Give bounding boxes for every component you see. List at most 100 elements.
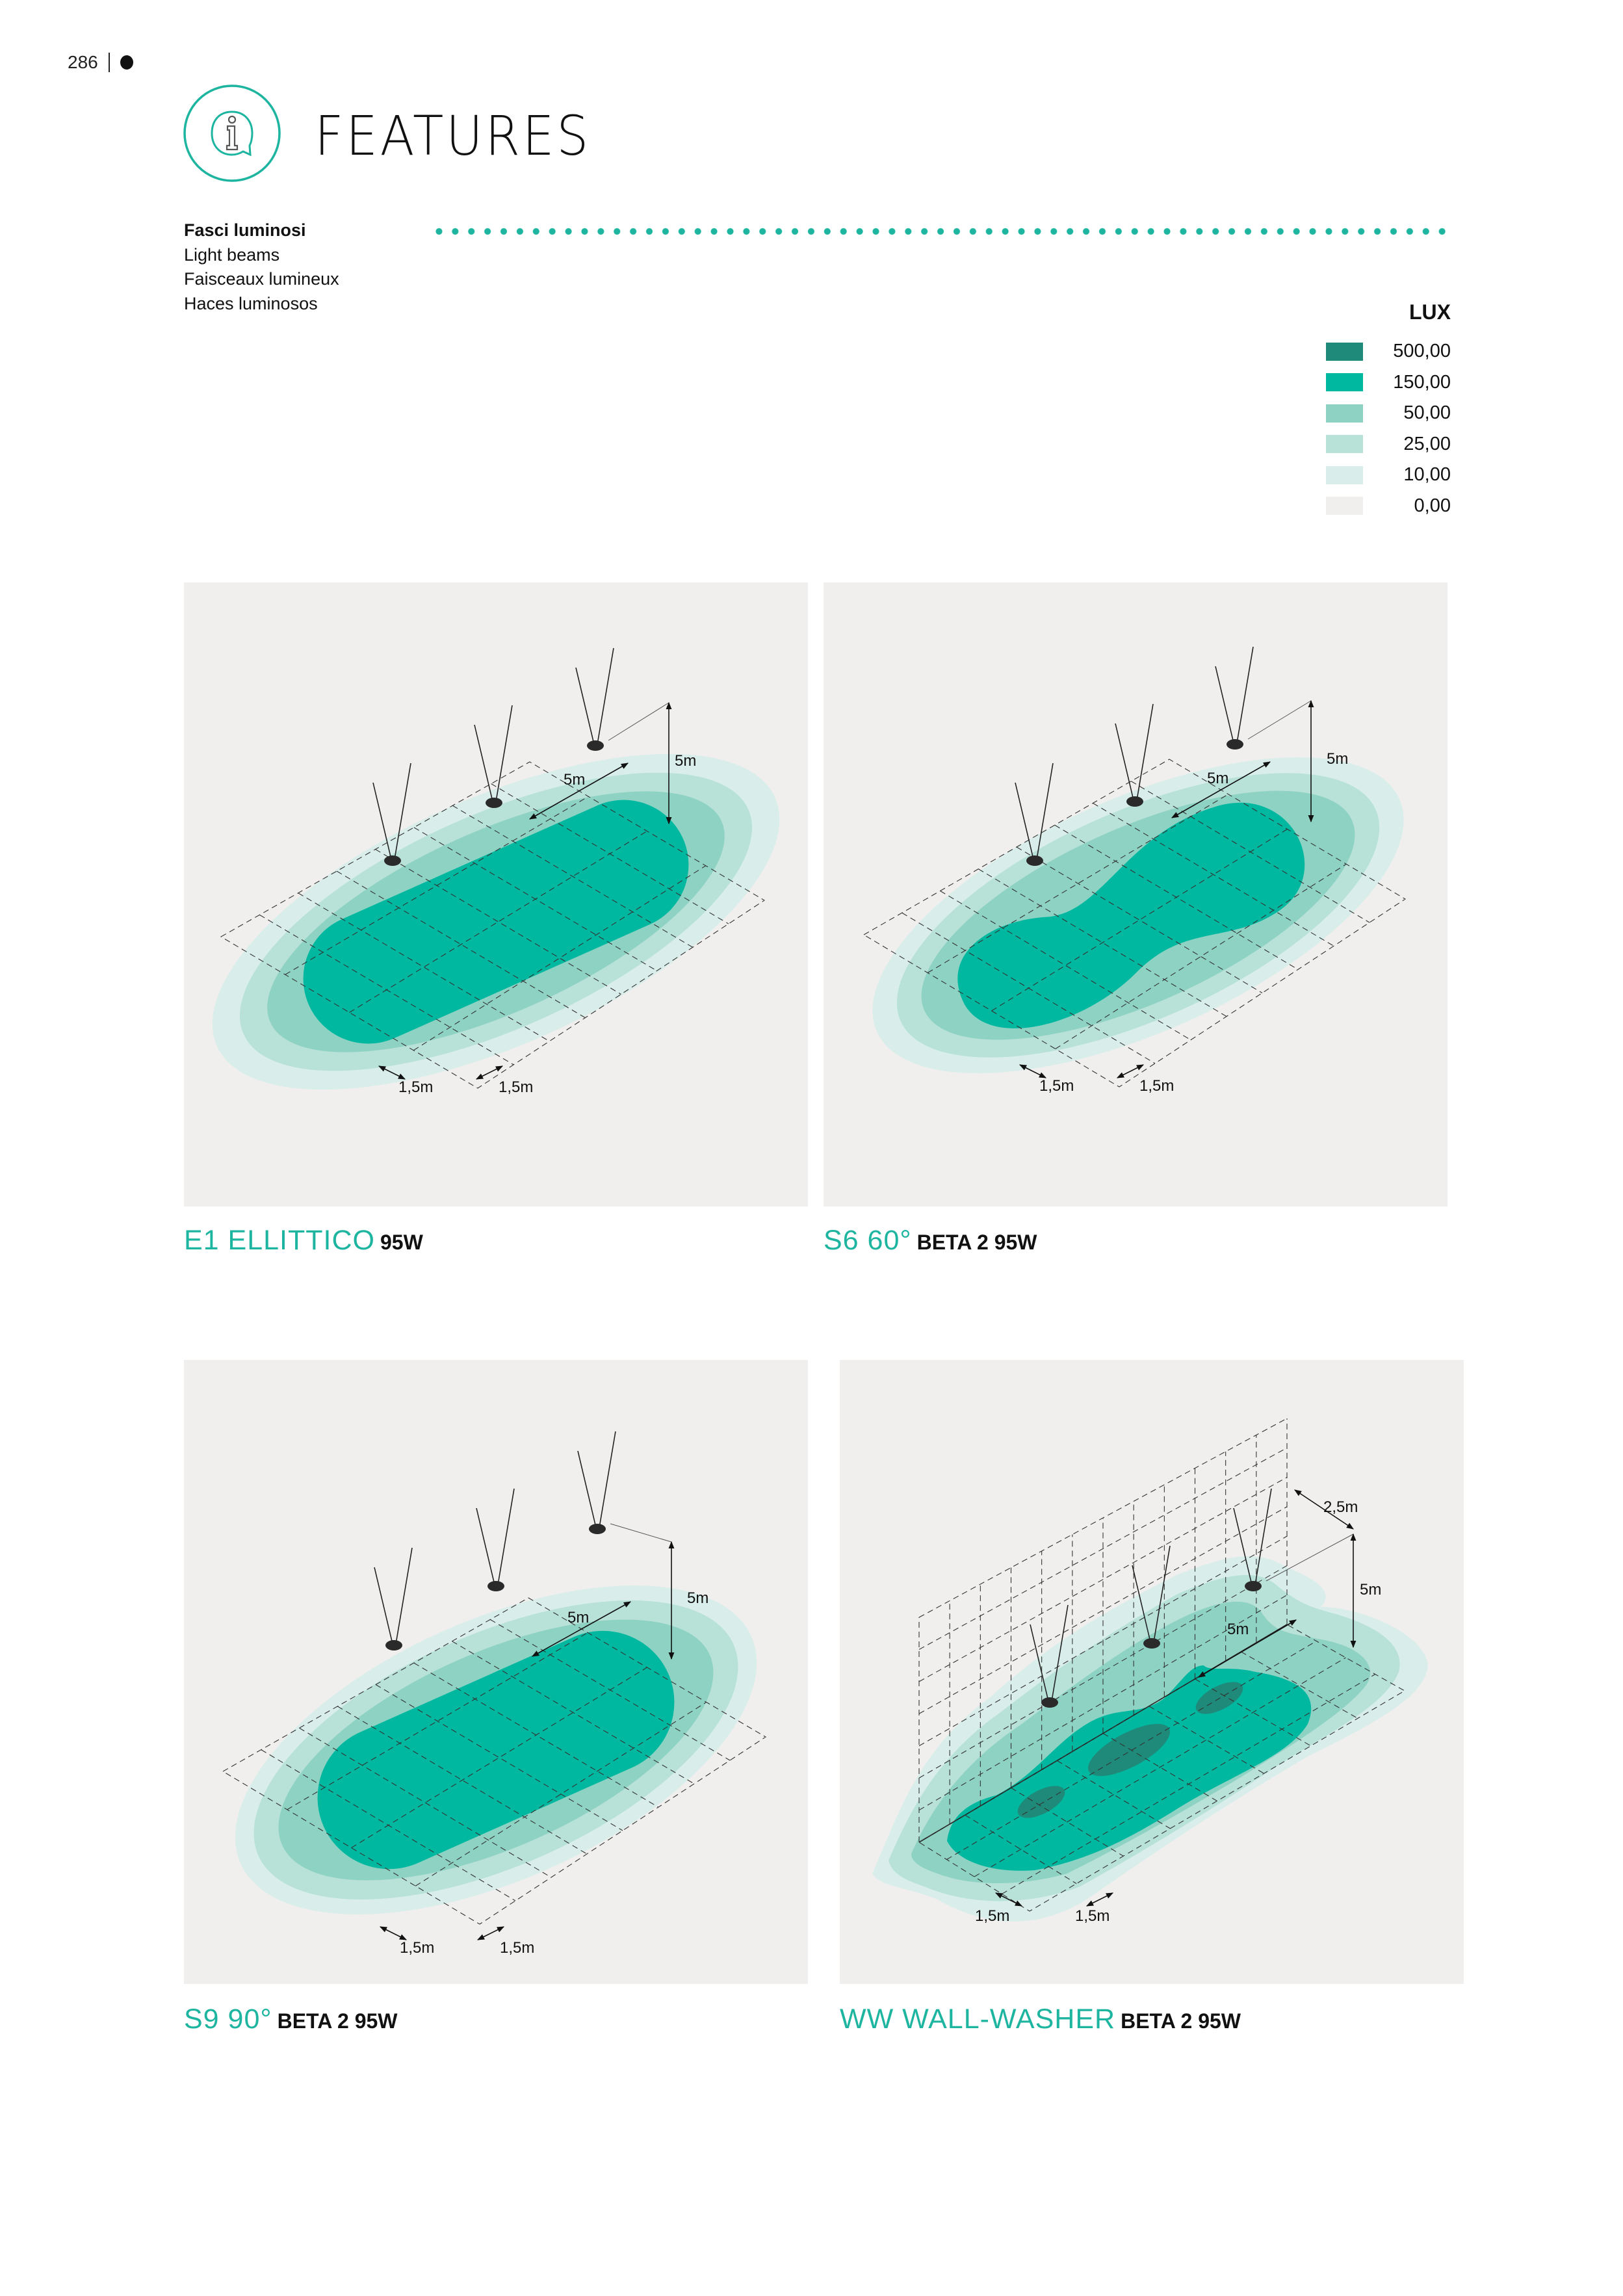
legend-title: LUX	[1409, 300, 1451, 324]
suspension-wire	[1015, 782, 1034, 860]
dimension-arrow	[475, 1065, 504, 1080]
dim-spacing-label: 5m	[567, 1609, 589, 1626]
legend-value: 500,00	[1393, 341, 1451, 362]
isolux-contours	[872, 757, 1404, 1074]
luminaire-icon	[1227, 739, 1243, 750]
grid-line	[1016, 846, 1263, 993]
label-english: Light beams	[184, 244, 280, 265]
info-speech-bubble-icon	[183, 85, 281, 182]
dimension-arrow	[1294, 1489, 1354, 1530]
suspension-wire	[1132, 1565, 1151, 1643]
reference-line	[610, 1523, 672, 1543]
dimension-arrow	[1019, 1064, 1047, 1078]
luminaire-icon	[1143, 1638, 1160, 1649]
dimension-arrow	[529, 763, 629, 820]
dimension-arrow	[994, 1892, 1023, 1907]
floor-grid-outline	[222, 1597, 767, 1925]
dimension-arrow	[1085, 1892, 1114, 1907]
isolux-500	[1017, 1786, 1065, 1818]
lux-legend: LUX 500,00 150,00 50,00 25,00 10,00 0,00	[1326, 300, 1451, 521]
isolux-contours	[235, 1585, 757, 1914]
legend-swatch	[1326, 435, 1363, 454]
reference-line	[608, 702, 669, 741]
dimension-arrow	[532, 1601, 631, 1657]
model-name: S9 90°	[184, 2003, 272, 2035]
dim-offset-b-label: 1,5m	[1075, 1907, 1110, 1925]
legend-swatch	[1326, 373, 1363, 392]
legend-swatch	[1326, 497, 1363, 515]
suspension-wire	[374, 1567, 393, 1645]
luminaire-icon	[385, 1640, 402, 1650]
suspension-wire	[577, 1450, 597, 1528]
grid-line	[1056, 1760, 1171, 1829]
wall-grid-line	[918, 1506, 1288, 1714]
isolux-500	[1195, 1682, 1243, 1714]
dim-height-label: 5m	[687, 1589, 708, 1607]
grid-line	[965, 1814, 1077, 1885]
divider	[108, 53, 110, 72]
suspension-wire	[1153, 1545, 1171, 1643]
legend-value: 25,00	[1403, 433, 1451, 454]
suspension-wire	[1136, 703, 1154, 801]
luminaire-icon	[487, 1581, 504, 1591]
legend-swatch	[1326, 342, 1363, 361]
beam-diagram-s6: 5m 5m 1,5m 1,5m	[824, 582, 1448, 1207]
dim-offset-b-label: 1,5m	[1139, 1077, 1174, 1095]
caption-e1: E1 ELLITTICO 95W	[184, 1225, 423, 1257]
legend-value: 0,00	[1414, 495, 1451, 516]
grid-line	[946, 1641, 1317, 1860]
legend-item: 50,00	[1326, 398, 1451, 429]
grid-line	[1055, 863, 1347, 1049]
suspension-wire	[1233, 1507, 1253, 1585]
model-spec: BETA 2 95W	[916, 1231, 1037, 1254]
beam-diagram-e1: 5m 5m 1,5m 1,5m	[184, 582, 808, 1207]
grid-line	[1149, 1706, 1264, 1774]
isolux-500	[1087, 1723, 1171, 1777]
luminaire-icon	[1245, 1581, 1262, 1591]
grid-line	[1002, 1674, 1376, 1894]
suspension-wire	[597, 647, 614, 745]
page-number: 286	[68, 52, 133, 73]
suspension-wire	[599, 1431, 616, 1528]
dimension-arrow	[476, 1926, 505, 1940]
legend-item: 25,00	[1326, 429, 1451, 460]
model-spec: BETA 2 95W	[1121, 2009, 1241, 2033]
caption-s6: S6 60° BETA 2 95W	[824, 1225, 1037, 1257]
suspension-wire	[474, 724, 493, 802]
suspension-wire	[476, 1507, 495, 1585]
dim-height-label: 5m	[1360, 1581, 1381, 1598]
suspension-wire	[1036, 763, 1054, 860]
grid-line	[375, 849, 621, 995]
dimension-arrow	[1116, 1064, 1145, 1078]
dimension-arrow	[379, 1926, 408, 1940]
dimension-arrow	[1198, 1619, 1297, 1678]
suspension-wire	[1215, 666, 1234, 744]
dim-spacing-label: 5m	[564, 771, 585, 789]
suspension-wire	[575, 667, 595, 745]
section-labels: Fasci luminosi Light beams Faisceaux lum…	[184, 218, 339, 316]
model-name: WW WALL-WASHER	[840, 2003, 1116, 2035]
legend-item: 10,00	[1326, 460, 1451, 491]
wall-grid-line	[918, 1418, 1288, 1618]
model-spec: BETA 2 95W	[277, 2009, 398, 2033]
bullet-icon	[120, 55, 133, 70]
legend-item: 150,00	[1326, 367, 1451, 398]
page-title: FEATURES	[315, 104, 591, 168]
suspension-wire	[495, 705, 513, 802]
grid-line	[452, 1641, 695, 1784]
luminaire-icon	[486, 798, 502, 808]
label-french: Faisceaux lumineux	[184, 269, 339, 289]
isolux-contours	[872, 1556, 1428, 1922]
dim-offset-b-label: 1,5m	[499, 1078, 533, 1096]
grid-line	[375, 1684, 623, 1831]
legend-value: 150,00	[1393, 371, 1451, 393]
dim-offset-a-label: 1,5m	[400, 1939, 434, 1957]
dim-spacing-label: 5m	[1207, 770, 1228, 787]
grid-line	[1093, 803, 1334, 946]
legend-swatch	[1326, 465, 1363, 484]
model-name: S6 60°	[824, 1225, 912, 1256]
grid-line	[1011, 1787, 1124, 1857]
luminaire-icon	[1026, 855, 1043, 866]
grid-line	[974, 1657, 1346, 1877]
isolux-contours	[212, 753, 780, 1090]
